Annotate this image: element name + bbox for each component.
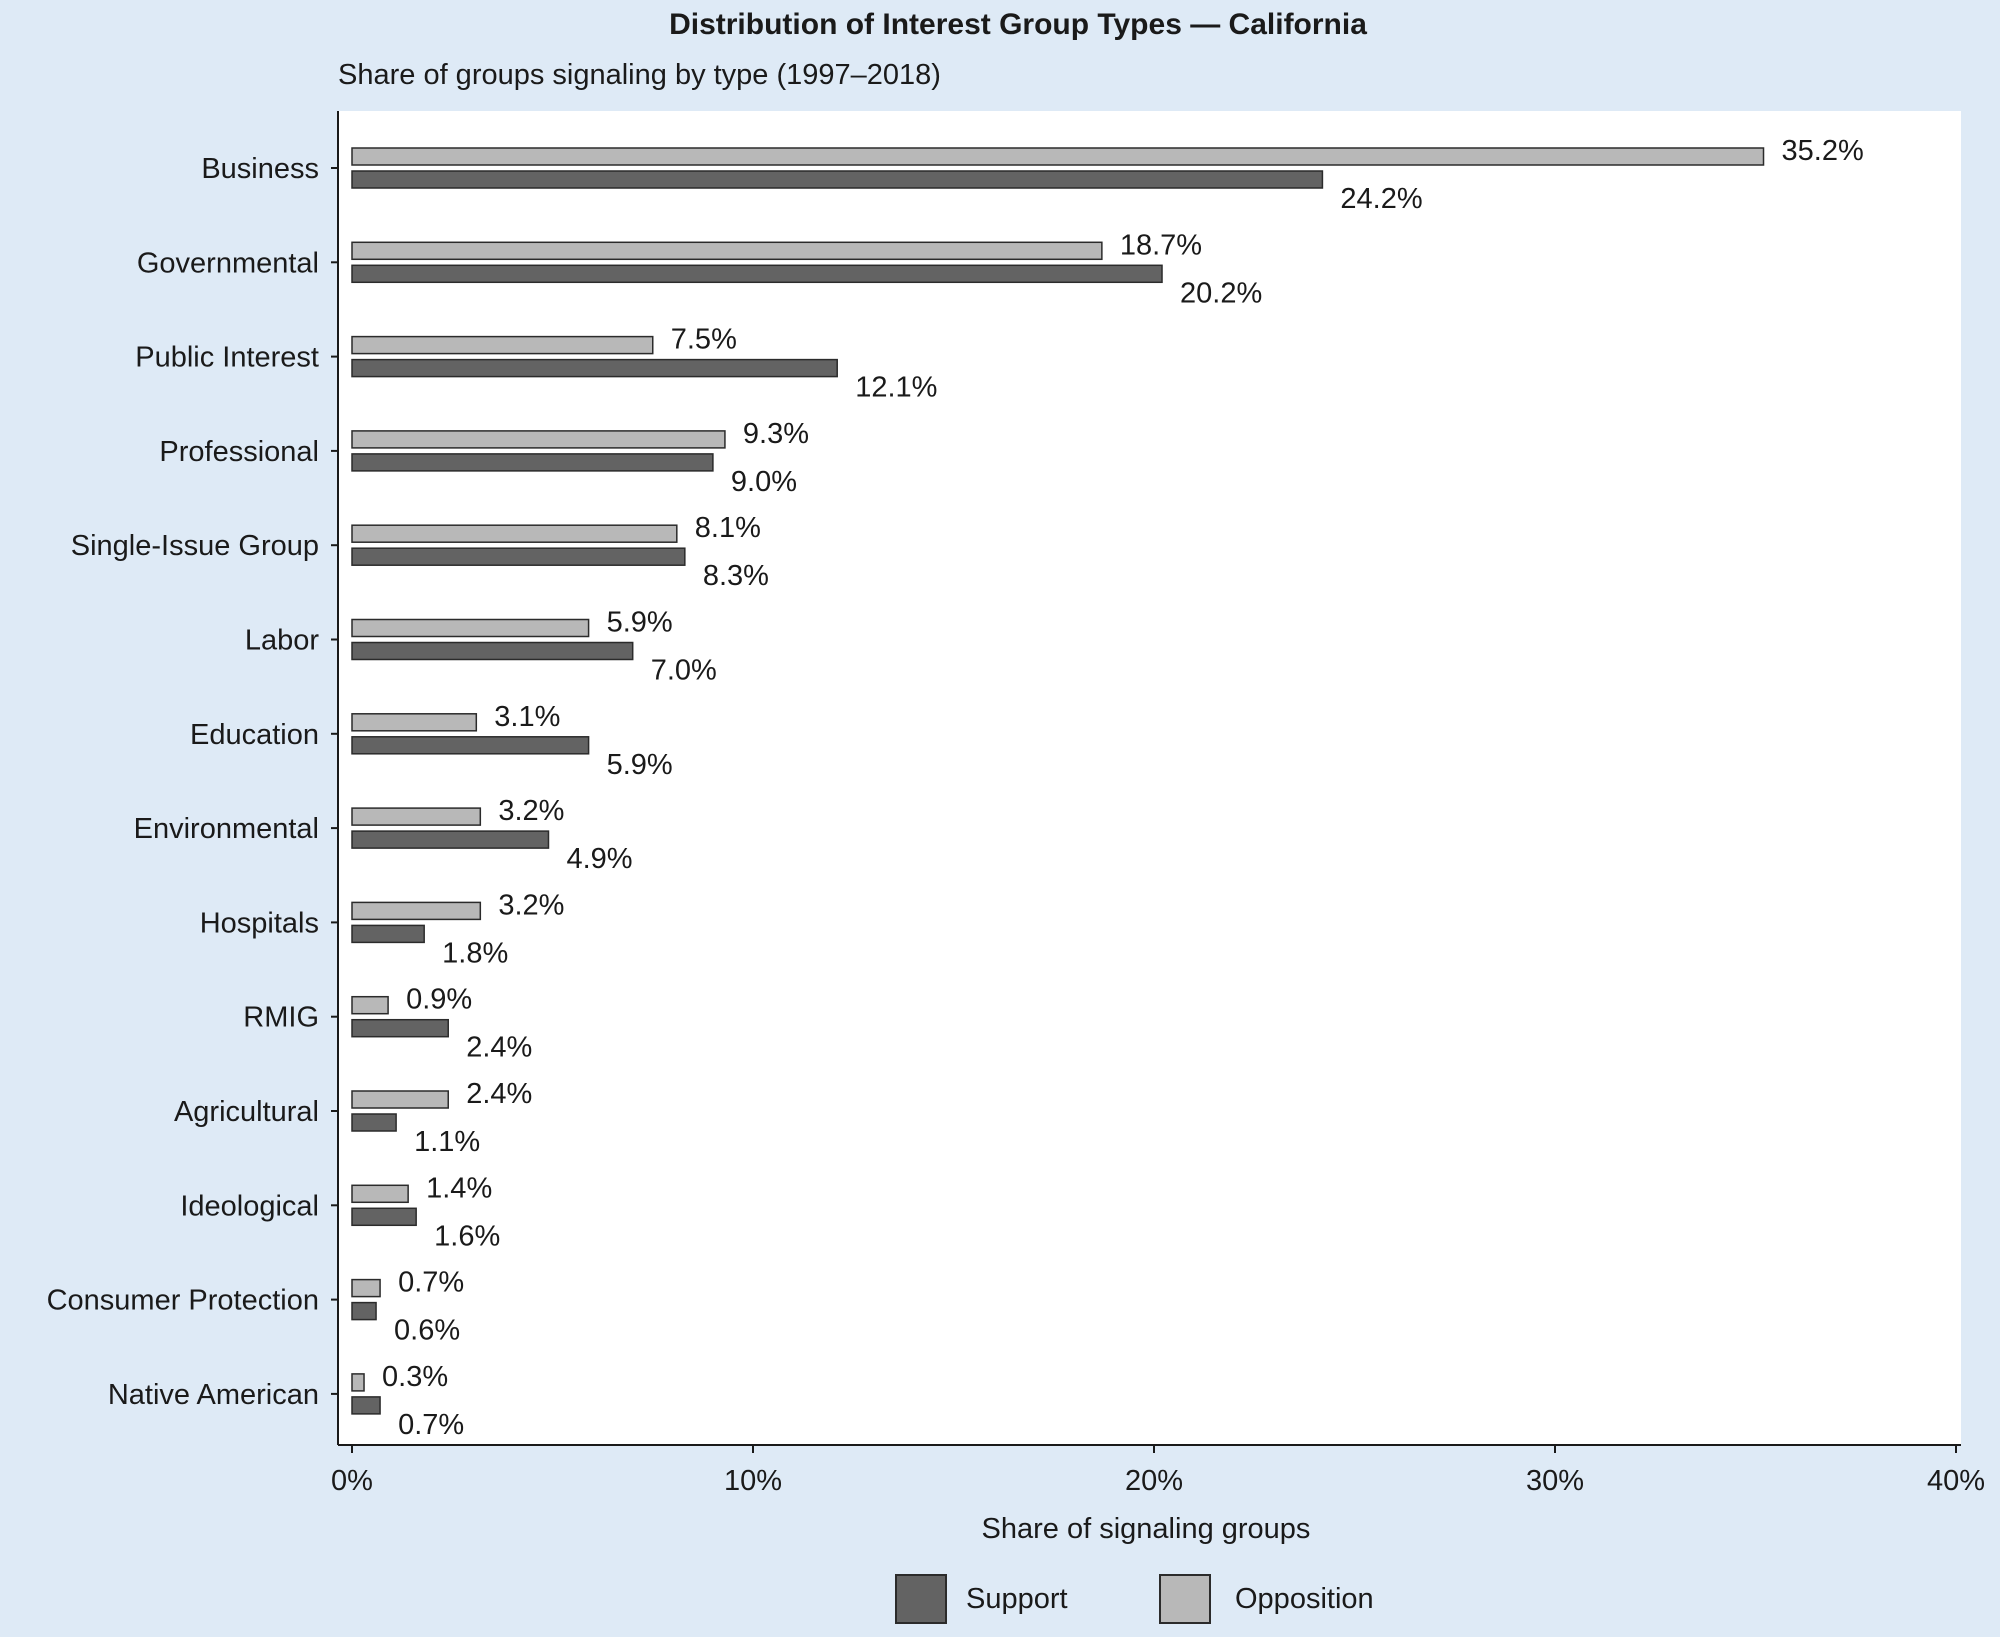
- category-label: Consumer Protection: [47, 1285, 319, 1317]
- category-label: Labor: [245, 625, 320, 657]
- data-label-support: 1.1%: [414, 1126, 480, 1158]
- x-axis: 0% 10% 20% 30% 40%: [331, 1445, 1985, 1497]
- legend-swatch-opposition: [1159, 1574, 1211, 1624]
- bar-opposition: [351, 524, 678, 543]
- bar-opposition: [351, 147, 1765, 166]
- bar-opposition: [351, 995, 389, 1015]
- data-label-support: 4.9%: [566, 843, 632, 875]
- data-label-opposition: 0.9%: [406, 984, 472, 1016]
- legend-label-support: Support: [966, 1583, 1068, 1615]
- category-label: Single-Issue Group: [71, 530, 319, 562]
- data-label-opposition: 3.2%: [498, 889, 564, 921]
- category-label: Environmental: [134, 813, 319, 845]
- x-tick-label: 30%: [1526, 1465, 1584, 1497]
- bars: [351, 147, 1765, 1415]
- data-label-support: 0.7%: [398, 1409, 464, 1441]
- x-tick-label: 0%: [331, 1465, 373, 1497]
- data-label-opposition: 3.1%: [494, 701, 560, 733]
- bar-opposition: [351, 807, 482, 826]
- bar-opposition: [351, 241, 1103, 261]
- bar-support: [351, 264, 1163, 284]
- y-axis: Business Governmental Public Interest Profe…: [47, 153, 338, 1411]
- bar-support: [351, 170, 1324, 189]
- data-label-opposition: 0.7%: [398, 1267, 464, 1299]
- bar-opposition: [351, 1373, 365, 1392]
- data-label-support: 0.6%: [394, 1315, 460, 1347]
- bar-opposition: [351, 335, 654, 355]
- data-label-support: 9.0%: [731, 466, 797, 498]
- data-label-opposition: 7.5%: [671, 324, 737, 356]
- category-label: Education: [190, 719, 319, 751]
- x-tick-label: 40%: [1927, 1465, 1985, 1497]
- category-label: Native American: [108, 1379, 319, 1411]
- data-labels: 35.2% 18.7% 7.5% 9.3% 8.1% 5.9% 3.1% 3.2% 3.2% 0.…: [382, 135, 1864, 1441]
- data-label-support: 1.6%: [434, 1220, 500, 1252]
- bar-support: [351, 736, 590, 755]
- bar-opposition: [351, 430, 726, 449]
- bar-opposition: [351, 713, 478, 732]
- category-label: Business: [201, 153, 319, 185]
- legend-label-opposition: Opposition: [1235, 1583, 1374, 1615]
- data-label-opposition: 5.9%: [607, 607, 673, 639]
- data-label-opposition: 2.4%: [466, 1078, 532, 1110]
- bar-opposition: [351, 901, 482, 921]
- legend: Support Opposition: [895, 1574, 1374, 1624]
- chart-title: Distribution of Interest Group Types — C…: [669, 8, 1367, 41]
- category-label: Agricultural: [174, 1096, 319, 1128]
- bar-support: [351, 1301, 377, 1321]
- data-label-support: 1.8%: [442, 937, 508, 969]
- data-label-opposition: 3.2%: [498, 795, 564, 827]
- bar-opposition: [351, 1184, 409, 1204]
- bar-support: [351, 1396, 381, 1415]
- bar-opposition: [351, 1090, 449, 1109]
- legend-swatch-support: [895, 1574, 947, 1624]
- bar-support: [351, 1113, 397, 1132]
- bar-support: [351, 453, 714, 472]
- bar-support: [351, 1018, 449, 1038]
- bar-opposition: [351, 1278, 381, 1298]
- bar-support: [351, 924, 425, 944]
- plot-panel: [338, 111, 1961, 1445]
- bar-support: [351, 547, 686, 566]
- data-label-support: 2.4%: [466, 1032, 532, 1064]
- category-label: Hospitals: [200, 907, 319, 939]
- category-label: Ideological: [180, 1190, 319, 1222]
- data-label-support: 12.1%: [855, 372, 937, 404]
- category-label: Governmental: [137, 247, 319, 279]
- category-label: RMIG: [243, 1002, 319, 1034]
- x-axis-title: Share of signaling groups: [982, 1513, 1311, 1545]
- data-label-support: 20.2%: [1180, 277, 1262, 309]
- chart-subtitle: Share of groups signaling by type (1997–…: [338, 59, 941, 91]
- data-label-opposition: 35.2%: [1782, 135, 1864, 167]
- data-label-support: 24.2%: [1340, 183, 1422, 215]
- data-label-opposition: 0.3%: [382, 1361, 448, 1393]
- data-label-opposition: 8.1%: [695, 512, 761, 544]
- data-label-support: 8.3%: [703, 560, 769, 592]
- data-label-support: 5.9%: [607, 749, 673, 781]
- bar-support: [351, 641, 634, 661]
- bar-support: [351, 830, 550, 849]
- bar-support: [351, 1207, 417, 1227]
- category-label: Public Interest: [135, 342, 319, 374]
- data-label-support: 7.0%: [651, 655, 717, 687]
- category-label: Professional: [159, 436, 319, 468]
- bar-opposition: [351, 618, 590, 638]
- data-label-opposition: 9.3%: [743, 418, 809, 450]
- bar-support: [351, 358, 838, 378]
- data-label-opposition: 18.7%: [1120, 229, 1202, 261]
- data-label-opposition: 1.4%: [426, 1172, 492, 1204]
- x-tick-label: 20%: [1125, 1465, 1183, 1497]
- x-tick-label: 10%: [724, 1465, 782, 1497]
